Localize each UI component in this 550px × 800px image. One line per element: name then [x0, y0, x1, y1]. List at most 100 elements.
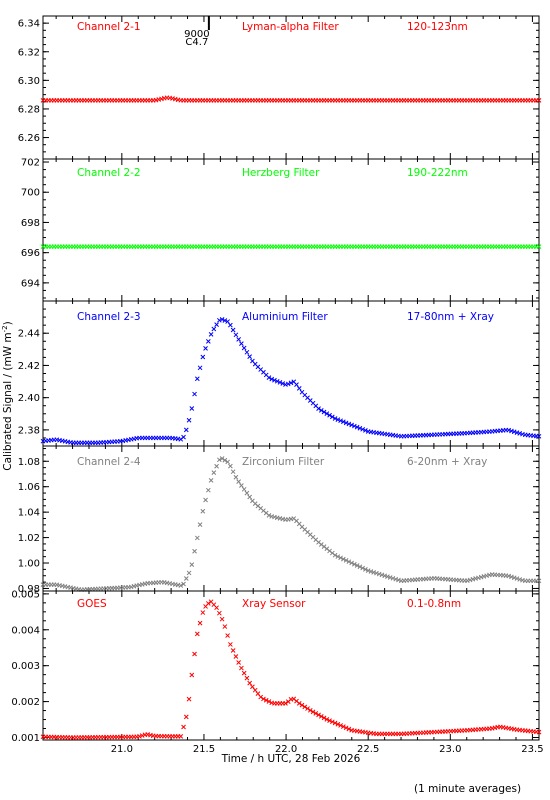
data-point	[263, 697, 269, 703]
data-point	[189, 672, 195, 678]
data-point	[376, 571, 382, 577]
panel-channel-label: Channel 2-3	[77, 311, 141, 323]
data-point	[536, 98, 542, 103]
data-point	[200, 610, 206, 615]
x-tick-label: 22.5	[357, 744, 379, 755]
data-point	[357, 425, 363, 431]
y-tick-label: 696	[21, 248, 40, 259]
y-tick-label: 1.00	[18, 559, 40, 570]
y-axis-title: Calibrated Signal / (mW m-2)	[1, 321, 14, 470]
panel-filter-label: Herzberg Filter	[242, 167, 320, 179]
data-point	[261, 696, 266, 702]
data-point	[186, 696, 192, 702]
data-point	[368, 569, 374, 574]
y-tick-label: 0.005	[11, 589, 40, 600]
y-tick-label: 698	[21, 218, 40, 229]
data-point	[374, 570, 379, 576]
data-point	[233, 654, 239, 659]
data-point	[338, 723, 343, 728]
data-point	[233, 474, 239, 480]
data-point	[318, 407, 324, 413]
data-point	[321, 409, 327, 415]
y-tick-label: 2.44	[18, 329, 40, 340]
data-point	[296, 386, 302, 391]
data-point	[208, 332, 214, 337]
data-point	[186, 417, 192, 423]
data-point	[332, 720, 338, 726]
series-2	[40, 244, 542, 249]
data-point	[338, 555, 343, 561]
y-tick-label: 6.30	[18, 76, 40, 87]
data-point	[352, 561, 357, 567]
data-point	[343, 725, 349, 731]
data-point	[393, 576, 399, 582]
data-point	[511, 575, 517, 581]
data-point	[214, 605, 219, 611]
panel-band-label: 6-20nm + Xray	[407, 456, 487, 468]
data-point	[335, 721, 341, 727]
y-tick-label: 0.003	[11, 661, 40, 672]
panel-band-label: 120-123nm	[407, 21, 468, 33]
data-point	[341, 556, 346, 562]
data-point	[189, 562, 195, 567]
data-point	[214, 322, 219, 328]
data-point	[183, 427, 189, 433]
y-tick-label: 1.02	[18, 533, 40, 544]
data-point	[338, 418, 343, 424]
data-point	[211, 470, 217, 475]
data-point	[192, 391, 197, 397]
data-point	[225, 319, 230, 324]
data-point	[536, 433, 542, 439]
x-tick-label: 23.5	[521, 744, 543, 755]
x-axis-title: Time / h UTC, 28 Feb 2026	[221, 753, 361, 765]
data-point	[514, 576, 520, 581]
data-point	[236, 336, 241, 342]
data-point	[247, 354, 253, 359]
data-point	[324, 411, 330, 416]
x-tick-label: 21.0	[111, 744, 133, 755]
data-point	[277, 380, 283, 385]
panel-channel-label: Channel 2-1	[77, 21, 141, 33]
data-point	[205, 601, 211, 606]
data-point	[181, 724, 186, 730]
data-point	[371, 569, 377, 575]
panel-channel-label: GOES	[77, 598, 107, 610]
y-tick-label: 0.004	[11, 625, 40, 636]
data-point	[225, 633, 230, 638]
data-point	[294, 382, 299, 387]
data-point	[506, 427, 512, 433]
data-point	[244, 349, 250, 355]
data-point	[239, 665, 244, 671]
panel-channel-label: Channel 2-2	[77, 167, 141, 179]
data-point	[189, 406, 195, 411]
x-tick-label: 23.0	[439, 744, 461, 755]
data-point	[363, 566, 368, 572]
data-point	[321, 715, 327, 721]
data-point	[283, 701, 288, 706]
data-point	[236, 479, 241, 484]
data-point	[217, 610, 222, 616]
data-point	[360, 426, 365, 432]
data-point	[192, 651, 197, 657]
data-point	[200, 508, 206, 514]
data-point	[258, 694, 264, 700]
event-marker-label-bottom: C4.7	[185, 37, 208, 48]
data-point	[343, 558, 349, 563]
data-point	[183, 714, 189, 720]
data-point	[365, 568, 371, 573]
data-point	[233, 332, 239, 338]
data-point	[266, 513, 272, 518]
data-point	[183, 576, 189, 581]
data-point	[219, 317, 225, 322]
data-point	[280, 381, 286, 386]
data-point	[341, 419, 346, 425]
y-tick-label: 6.28	[18, 104, 40, 115]
data-point	[307, 707, 313, 713]
data-point	[346, 421, 352, 427]
data-point	[536, 244, 542, 249]
data-point	[272, 377, 277, 383]
data-point	[266, 699, 272, 704]
y-tick-label: 2.38	[18, 425, 40, 436]
data-point	[222, 457, 228, 463]
y-tick-label: 700	[21, 188, 40, 199]
